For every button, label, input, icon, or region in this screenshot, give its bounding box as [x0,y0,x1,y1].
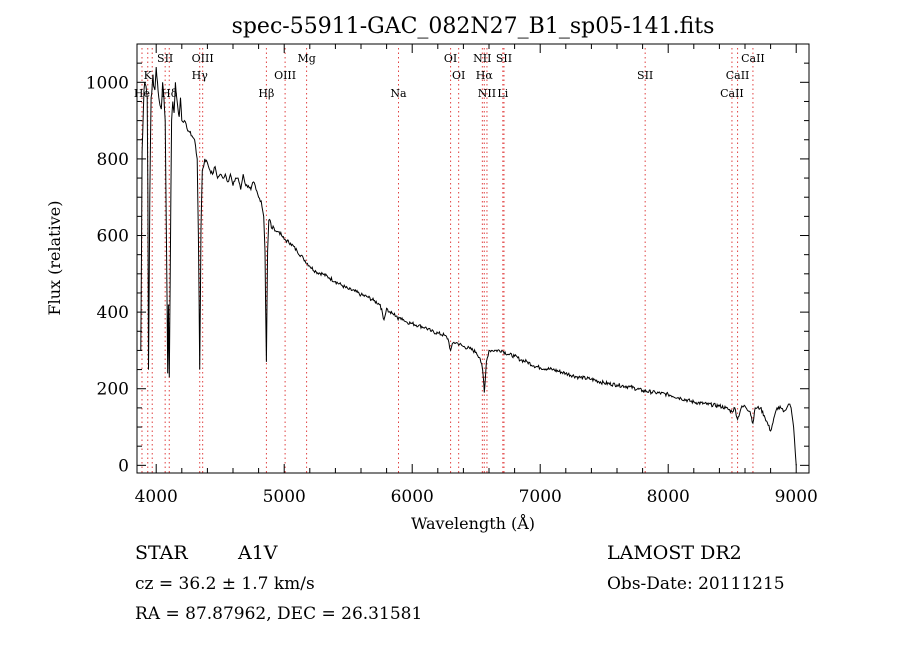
observation-date: Obs-Date: 20111215 [607,574,785,594]
x-tick-label: 4000 [135,487,178,507]
spectral-line-label: OI [444,52,457,65]
spectral-line-label: Mg [297,52,315,65]
plot-frame [136,43,810,474]
spectral-line-label: NII [478,87,496,100]
spectral-line-label: Hα [476,69,494,82]
spectral-line-label: SII [157,52,173,65]
y-tick-label: 200 [97,380,129,400]
spectral-line-label: NII [473,52,491,65]
spectral-line-label: K [144,69,153,82]
y-tick-label: 0 [118,456,129,476]
spectral-line-label: OIII [274,69,296,82]
spectral-line-label: SII [637,69,653,82]
survey-name: LAMOST DR2 [607,542,742,564]
y-axis-label: Flux (relative) [45,201,64,316]
spectral-line-label: CaII [726,69,750,82]
y-tick-label: 800 [97,150,129,170]
x-tick-label: 5000 [263,487,306,507]
spectral-line-label: CaII [720,87,744,100]
x-tick-label: 8000 [647,487,690,507]
redshift-cz: cz = 36.2 ± 1.7 km/s [135,574,315,594]
y-tick-label: 400 [97,303,129,323]
y-axis-ticks: 0 200 400 600 800 1000 [86,43,809,476]
coordinates: RA = 87.87962, DEC = 26.31581 [135,604,422,624]
spectral-subclass: A1V [237,542,278,564]
y-tick-label: 1000 [86,73,129,93]
spectral-line-label: SII [496,52,512,65]
x-tick-label: 6000 [391,487,434,507]
spectral-line-label: Hβ [258,87,274,100]
object-class: STAR [135,542,188,564]
spectral-line-label: CaII [741,52,765,65]
marker-lines [141,48,754,473]
x-axis-ticks: 4000 5000 6000 7000 8000 9000 [135,44,818,507]
x-axis-label: Wavelength (Å) [411,513,535,533]
spectral-line-label: Na [390,87,407,100]
x-tick-label: 9000 [775,487,818,507]
y-tick-label: 600 [97,227,129,247]
x-tick-label: 7000 [519,487,562,507]
chart-title: spec-55911-GAC_082N27_B1_sp05-141.fits [232,14,715,39]
spectral-line-label: Li [497,87,508,100]
spectral-line-label: Hδ [161,87,178,100]
spectral-line-label: OI [452,69,465,82]
spectral-line-label: OIII [192,52,214,65]
spectral-line-label: Hγ [192,69,209,82]
spectrum-line [140,66,797,466]
